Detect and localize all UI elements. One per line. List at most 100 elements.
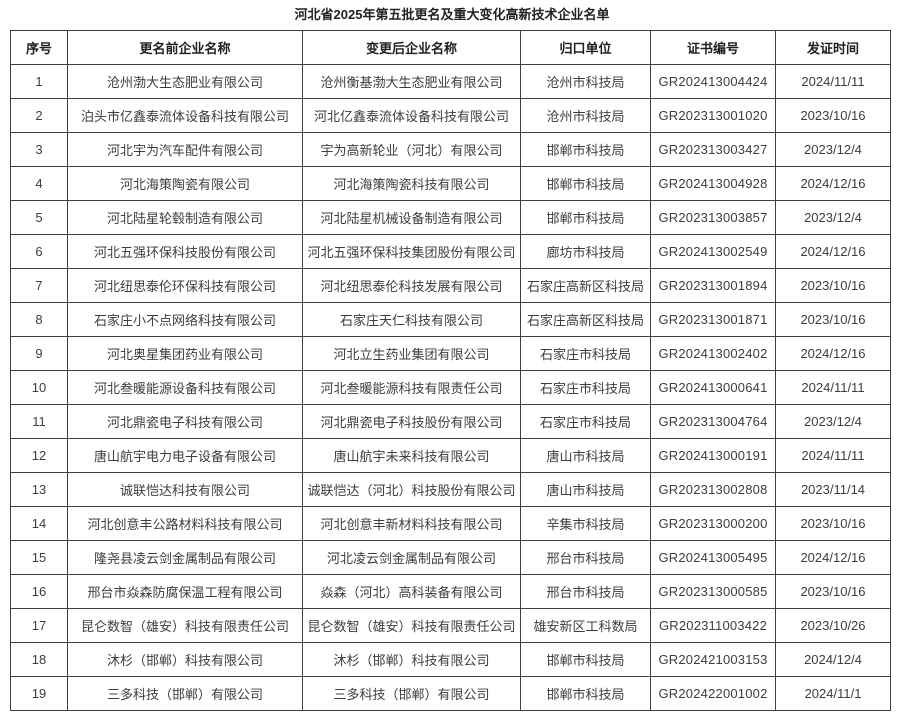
cell-seq: 7	[10, 268, 68, 303]
cell-unit: 沧州市科技局	[520, 98, 651, 133]
cell-unit: 石家庄市科技局	[520, 336, 651, 371]
header-new-name: 变更后企业名称	[302, 30, 521, 65]
cell-seq: 11	[10, 404, 68, 439]
cell-issue-date: 2024/12/16	[775, 336, 891, 371]
cell-cert-no: GR202313004764	[650, 404, 776, 439]
cell-new-name: 唐山航宇未来科技有限公司	[302, 438, 521, 473]
cell-issue-date: 2023/10/16	[775, 268, 891, 303]
cell-unit: 雄安新区工科数局	[520, 608, 651, 643]
table-row: 18 沐杉（邯郸）科技有限公司 沐杉（邯郸）科技有限公司 邯郸市科技局 GR202421…	[10, 642, 891, 677]
cell-cert-no: GR202313000200	[650, 506, 776, 541]
cell-seq: 2	[10, 98, 68, 133]
table-row: 16 邢台市焱森防腐保温工程有限公司 焱森（河北）高科装备有限公司 邢台市科技局 GR2…	[10, 574, 891, 609]
cell-seq: 19	[10, 676, 68, 711]
cell-cert-no: GR202413002549	[650, 234, 776, 269]
cell-issue-date: 2023/10/16	[775, 98, 891, 133]
cell-issue-date: 2023/10/16	[775, 302, 891, 337]
cell-new-name: 诚联恺达（河北）科技股份有限公司	[302, 472, 521, 507]
cell-seq: 5	[10, 200, 68, 235]
cell-cert-no: GR202413004928	[650, 166, 776, 201]
cell-issue-date: 2023/10/16	[775, 574, 891, 609]
cell-seq: 8	[10, 302, 68, 337]
cell-new-name: 河北凌云剑金属制品有限公司	[302, 540, 521, 575]
cell-seq: 1	[10, 64, 68, 99]
cell-seq: 9	[10, 336, 68, 371]
cell-issue-date: 2024/12/4	[775, 642, 891, 677]
table-header: 序号 更名前企业名称 变更后企业名称 归口单位 证书编号 发证时间	[10, 30, 891, 65]
cell-unit: 廊坊市科技局	[520, 234, 651, 269]
cell-cert-no: GR202313001871	[650, 302, 776, 337]
cell-old-name: 邢台市焱森防腐保温工程有限公司	[67, 574, 303, 609]
cell-seq: 18	[10, 642, 68, 677]
cell-old-name: 三多科技（邯郸）有限公司	[67, 676, 303, 711]
cell-issue-date: 2023/12/4	[775, 404, 891, 439]
cell-issue-date: 2023/12/4	[775, 132, 891, 167]
cell-old-name: 河北叁暖能源设备科技有限公司	[67, 370, 303, 405]
cell-cert-no: GR202422001002	[650, 676, 776, 711]
cell-old-name: 河北海策陶瓷有限公司	[67, 166, 303, 201]
cell-cert-no: GR202413000191	[650, 438, 776, 473]
header-cert-no: 证书编号	[650, 30, 776, 65]
cell-unit: 邢台市科技局	[520, 574, 651, 609]
cell-unit: 唐山市科技局	[520, 472, 651, 507]
cell-new-name: 河北立生药业集团有限公司	[302, 336, 521, 371]
header-issue-date: 发证时间	[775, 30, 891, 65]
cell-issue-date: 2023/10/16	[775, 506, 891, 541]
cell-issue-date: 2024/11/11	[775, 370, 891, 405]
cell-unit: 邯郸市科技局	[520, 200, 651, 235]
cell-cert-no: GR202313001894	[650, 268, 776, 303]
cell-unit: 石家庄市科技局	[520, 404, 651, 439]
cell-issue-date: 2024/12/16	[775, 234, 891, 269]
cell-unit: 邯郸市科技局	[520, 642, 651, 677]
cell-old-name: 河北陆星轮毂制造有限公司	[67, 200, 303, 235]
cell-cert-no: GR202313003857	[650, 200, 776, 235]
table-row: 4 河北海策陶瓷有限公司 河北海策陶瓷科技有限公司 邯郸市科技局 GR202413004…	[10, 166, 891, 201]
table-row: 10 河北叁暖能源设备科技有限公司 河北叁暖能源科技有限责任公司 石家庄市科技局 GR2…	[10, 370, 891, 405]
table-row: 17 昆仑数智（雄安）科技有限责任公司 昆仑数智（雄安）科技有限责任公司 雄安新区工科…	[10, 608, 891, 643]
cell-seq: 17	[10, 608, 68, 643]
header-seq: 序号	[10, 30, 68, 65]
cell-new-name: 河北五强环保科技集团股份有限公司	[302, 234, 521, 269]
cell-unit: 邯郸市科技局	[520, 166, 651, 201]
table-row: 7 河北纽思泰伦环保科技有限公司 河北纽思泰伦科技发展有限公司 石家庄高新区科技局 GR…	[10, 268, 891, 303]
cell-new-name: 焱森（河北）高科装备有限公司	[302, 574, 521, 609]
cell-new-name: 沧州衡基渤大生态肥业有限公司	[302, 64, 521, 99]
cell-unit: 石家庄市科技局	[520, 370, 651, 405]
table-row: 9 河北奥星集团药业有限公司 河北立生药业集团有限公司 石家庄市科技局 GR202413…	[10, 336, 891, 371]
table-row: 15 隆尧县凌云剑金属制品有限公司 河北凌云剑金属制品有限公司 邢台市科技局 GR202…	[10, 540, 891, 575]
cell-new-name: 昆仑数智（雄安）科技有限责任公司	[302, 608, 521, 643]
table-row: 1 沧州渤大生态肥业有限公司 沧州衡基渤大生态肥业有限公司 沧州市科技局 GR20241…	[10, 64, 891, 99]
table-row: 13 诚联恺达科技有限公司 诚联恺达（河北）科技股份有限公司 唐山市科技局 GR2023…	[10, 472, 891, 507]
cell-new-name: 河北纽思泰伦科技发展有限公司	[302, 268, 521, 303]
cell-seq: 6	[10, 234, 68, 269]
cell-issue-date: 2024/12/16	[775, 166, 891, 201]
cell-issue-date: 2024/11/11	[775, 64, 891, 99]
table-row: 6 河北五强环保科技股份有限公司 河北五强环保科技集团股份有限公司 廊坊市科技局 GR2…	[10, 234, 891, 269]
enterprise-table: 序号 更名前企业名称 变更后企业名称 归口单位 证书编号 发证时间 1 沧州渤大生…	[10, 30, 891, 711]
cell-issue-date: 2024/11/11	[775, 438, 891, 473]
cell-old-name: 隆尧县凌云剑金属制品有限公司	[67, 540, 303, 575]
cell-issue-date: 2023/11/14	[775, 472, 891, 507]
cell-issue-date: 2023/12/4	[775, 200, 891, 235]
cell-cert-no: GR202421003153	[650, 642, 776, 677]
header-row: 序号 更名前企业名称 变更后企业名称 归口单位 证书编号 发证时间	[10, 30, 891, 65]
cell-issue-date: 2024/11/1	[775, 676, 891, 711]
cell-cert-no: GR202313002808	[650, 472, 776, 507]
cell-seq: 14	[10, 506, 68, 541]
cell-new-name: 河北鼎瓷电子科技股份有限公司	[302, 404, 521, 439]
cell-new-name: 河北海策陶瓷科技有限公司	[302, 166, 521, 201]
cell-old-name: 河北纽思泰伦环保科技有限公司	[67, 268, 303, 303]
cell-new-name: 河北叁暖能源科技有限责任公司	[302, 370, 521, 405]
table-body: 1 沧州渤大生态肥业有限公司 沧州衡基渤大生态肥业有限公司 沧州市科技局 GR20241…	[10, 64, 891, 711]
cell-unit: 石家庄高新区科技局	[520, 302, 651, 337]
cell-old-name: 诚联恺达科技有限公司	[67, 472, 303, 507]
cell-new-name: 三多科技（邯郸）有限公司	[302, 676, 521, 711]
cell-unit: 辛集市科技局	[520, 506, 651, 541]
cell-new-name: 河北亿鑫泰流体设备科技有限公司	[302, 98, 521, 133]
cell-new-name: 宇为高新轮业（河北）有限公司	[302, 132, 521, 167]
cell-cert-no: GR202413005495	[650, 540, 776, 575]
cell-unit: 邯郸市科技局	[520, 132, 651, 167]
table-row: 3 河北宇为汽车配件有限公司 宇为高新轮业（河北）有限公司 邯郸市科技局 GR20231…	[10, 132, 891, 167]
cell-seq: 16	[10, 574, 68, 609]
cell-old-name: 河北宇为汽车配件有限公司	[67, 132, 303, 167]
